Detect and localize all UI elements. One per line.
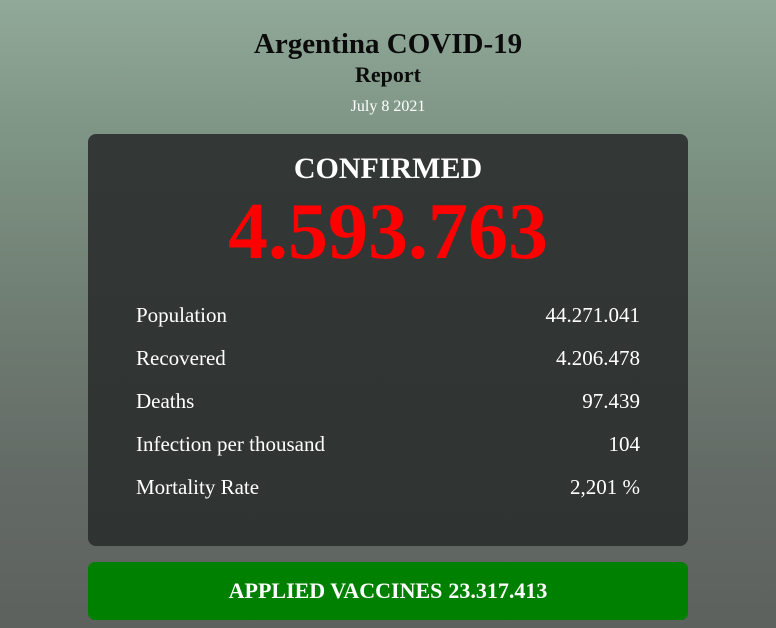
stat-value: 2,201 %	[570, 475, 640, 499]
stat-label: Recovered	[136, 346, 226, 370]
applied-vaccines-banner: APPLIED VACCINES 23.317.413	[88, 562, 688, 620]
vaccines-label: APPLIED VACCINES	[228, 578, 443, 603]
stats-list: Population 44.271.041 Recovered 4.206.47…	[136, 294, 640, 509]
confirmed-label: CONFIRMED	[293, 152, 483, 185]
stat-value: 104	[608, 432, 641, 456]
stat-row-population: Population 44.271.041	[136, 294, 640, 337]
vaccines-value: 23.317.413	[448, 578, 548, 603]
stat-label: Infection per thousand	[136, 432, 325, 456]
confirmed-card: CONFIRMED 4.593.763 Population 44.271.04…	[88, 134, 688, 546]
stat-row-mortality-rate: Mortality Rate 2,201 %	[136, 466, 640, 509]
stat-value: 44.271.041	[545, 303, 641, 327]
stat-label: Deaths	[136, 389, 195, 413]
stat-value: 4.206.478	[556, 346, 640, 370]
stat-label: Mortality Rate	[136, 475, 260, 499]
stat-row-infection-per-thousand: Infection per thousand 104	[136, 423, 640, 466]
page-subtitle: Report	[355, 62, 421, 87]
stat-value: 97.439	[582, 389, 640, 413]
report-date: July 8 2021	[350, 98, 426, 115]
stat-row-recovered: Recovered 4.206.478	[136, 337, 640, 380]
stat-label: Population	[136, 303, 228, 327]
stat-row-deaths: Deaths 97.439	[136, 380, 640, 423]
confirmed-value: 4.593.763	[228, 188, 548, 276]
page-title: Argentina COVID-19	[253, 28, 523, 60]
